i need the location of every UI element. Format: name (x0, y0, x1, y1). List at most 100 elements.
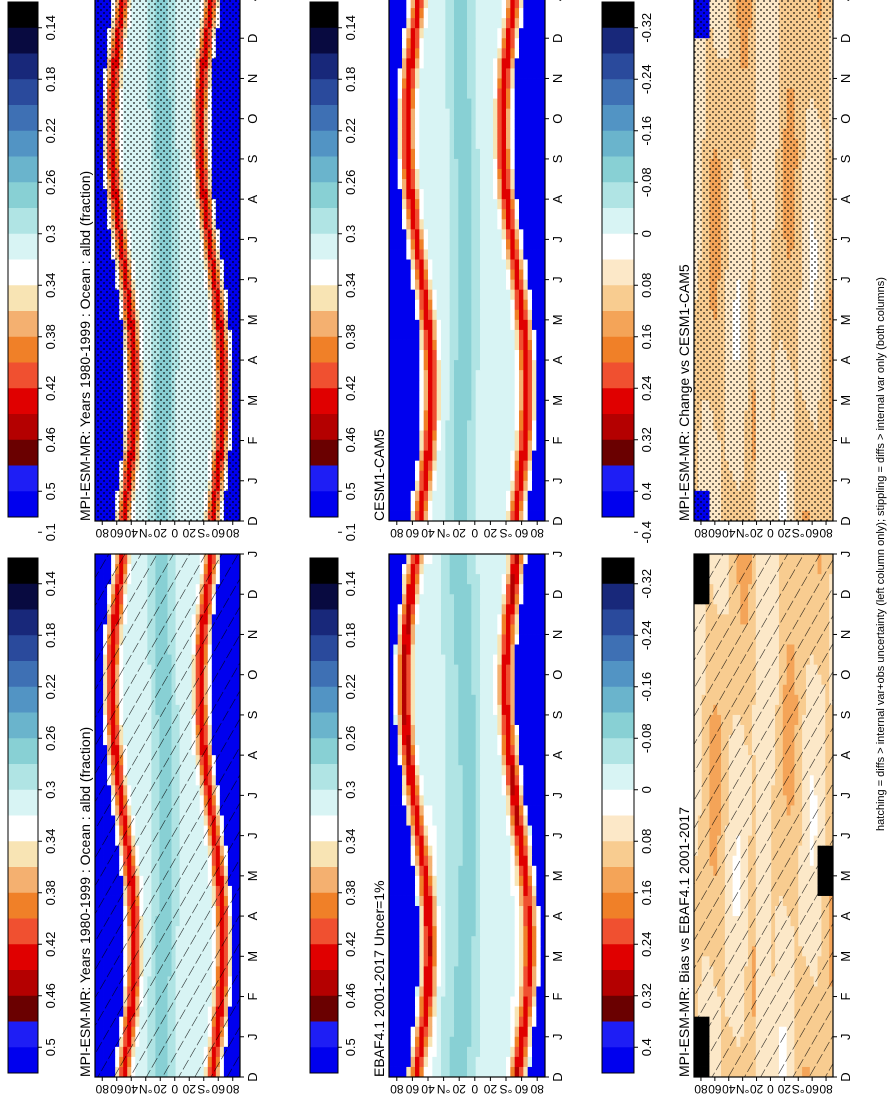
heatmap-cell (527, 1026, 533, 1037)
heatmap-cell (458, 945, 464, 957)
heatmap-cell (415, 794, 420, 806)
heatmap-cell (389, 835, 394, 846)
heatmap-cell (480, 845, 485, 856)
heatmap-cell (445, 1036, 451, 1047)
heatmap-cell (441, 855, 446, 866)
heatmap-cell (501, 925, 507, 937)
heatmap-cell (523, 895, 529, 907)
heatmap-cell (488, 815, 494, 826)
heatmap-cell (514, 794, 520, 806)
colorbar-swatch (8, 557, 38, 584)
heatmap-cell (410, 1036, 416, 1047)
heatmap-cell (449, 1066, 455, 1077)
heatmap-cell (510, 815, 516, 826)
heatmap-cell (445, 784, 451, 796)
colorbar-tick-label: 0.34 (43, 273, 58, 298)
heatmap-cell (497, 865, 503, 876)
y-tick-label: °S (197, 526, 210, 540)
heatmap-cell (493, 1036, 498, 1047)
heatmap-cell (488, 986, 494, 997)
heatmap-cell (471, 1046, 477, 1057)
heatmap-cell (389, 794, 394, 806)
heatmap-cell (462, 835, 468, 846)
heatmap-cell (480, 935, 485, 947)
heatmap-cell (514, 835, 520, 846)
heatmap-cell (423, 965, 429, 977)
heatmap-cell (406, 965, 412, 977)
heatmap-cell (458, 1056, 464, 1067)
heatmap-cell (441, 905, 446, 917)
heatmap-cell (519, 965, 524, 977)
heatmap-cell (497, 1006, 503, 1017)
heatmap-cell (536, 1056, 542, 1067)
heatmap-cell (536, 835, 542, 846)
heatmap-cell (519, 875, 524, 886)
heatmap-cell (436, 805, 442, 816)
heatmap-cell (406, 774, 412, 786)
heatmap-cell (393, 945, 399, 957)
x-tick-label: J (245, 0, 260, 1)
heatmap-cell (445, 825, 451, 836)
heatmap-cell (510, 1046, 516, 1057)
heatmap-cell (488, 925, 494, 937)
heatmap-cell (527, 986, 533, 997)
heatmap-cell (532, 885, 537, 896)
heatmap-cell (536, 1036, 542, 1047)
heatmap-cell (497, 895, 503, 907)
heatmap-cell (406, 1036, 412, 1047)
colorbar-swatch (8, 686, 38, 713)
heatmap-cell (523, 1036, 529, 1047)
heatmap-cell (475, 895, 481, 907)
heatmap-cell (493, 996, 498, 1007)
heatmap-cell (423, 986, 429, 997)
heatmap-cell (402, 845, 407, 856)
x-tick-label: J (245, 551, 260, 558)
y-tick-label: 0 (171, 526, 178, 540)
heatmap-cell (428, 875, 433, 886)
heatmap-cell (523, 1016, 529, 1027)
heatmap-cell (501, 905, 507, 917)
heatmap-cell (527, 815, 533, 826)
heatmap-cell (519, 825, 524, 836)
heatmap-cell (493, 784, 498, 796)
heatmap-cell (432, 895, 438, 907)
colorbar-tick-label: 0.3 (43, 781, 58, 799)
heatmap-cell (493, 1006, 498, 1017)
heatmap-cell (523, 905, 529, 917)
heatmap-cell (501, 1026, 507, 1037)
heatmap-cell (523, 976, 529, 987)
heatmap-cell (441, 945, 446, 957)
heatmap-cell (493, 835, 498, 846)
heatmap-cell (519, 1006, 524, 1017)
y-tick-label: °N (139, 1082, 152, 1096)
heatmap-cell (419, 895, 425, 907)
heatmap-cell (419, 905, 425, 917)
heatmap-cell (458, 845, 464, 856)
heatmap-cell (441, 935, 446, 947)
heatmap-cell (445, 1016, 451, 1027)
heatmap-cell (419, 996, 425, 1007)
heatmap-cell (419, 815, 425, 826)
heatmap-cell (402, 794, 407, 806)
heatmap-cell (419, 976, 425, 987)
heatmap-cell (501, 865, 507, 876)
heatmap-cell (462, 905, 468, 917)
heatmap-cell (506, 865, 511, 876)
heatmap-cell (454, 986, 459, 997)
x-tick-label: A (245, 750, 260, 759)
heatmap-cell (432, 815, 438, 826)
heatmap-cell (410, 875, 416, 886)
heatmap-cell (428, 925, 433, 937)
colorbar-tick-label: 0.46 (43, 427, 58, 452)
x-tick-label: N (245, 630, 260, 639)
heatmap-cell (419, 1066, 425, 1077)
heatmap-cell (523, 1056, 529, 1067)
colorbar-swatch (8, 439, 38, 466)
heatmap-cell (406, 845, 412, 856)
heatmap-cell (462, 855, 468, 866)
heatmap-cell (475, 794, 481, 806)
heatmap-cell (454, 885, 459, 896)
heatmap-cell (389, 1056, 394, 1067)
heatmap-cell (428, 915, 433, 927)
